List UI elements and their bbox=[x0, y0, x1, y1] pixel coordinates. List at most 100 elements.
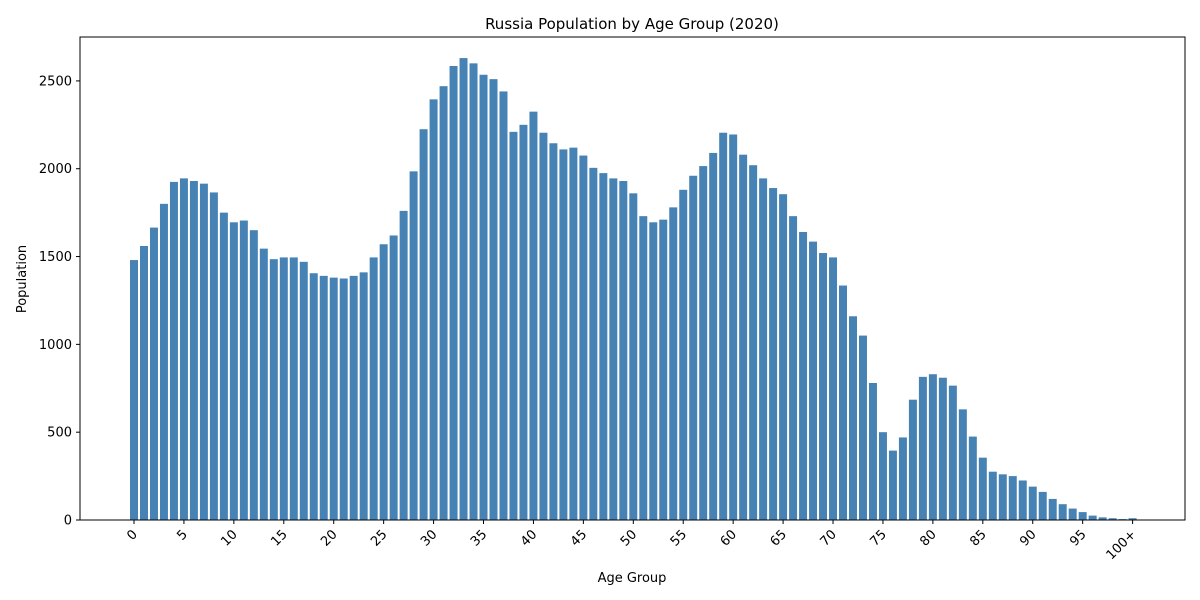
x-tick-label: 80 bbox=[917, 527, 939, 549]
y-axis-label: Population bbox=[15, 245, 30, 313]
bar-age-88 bbox=[1008, 476, 1017, 520]
bars-group bbox=[130, 58, 1137, 521]
bar-age-63 bbox=[759, 178, 768, 520]
x-tick-label: 30 bbox=[418, 527, 440, 549]
bar-age-17 bbox=[299, 261, 308, 520]
bar-age-8 bbox=[209, 192, 218, 520]
bar-age-87 bbox=[998, 474, 1007, 520]
x-tick-label: 35 bbox=[468, 527, 490, 549]
bar-age-85 bbox=[978, 457, 987, 520]
x-tick-label: 60 bbox=[718, 527, 740, 549]
bar-age-100+ bbox=[1128, 518, 1137, 520]
bar-age-76 bbox=[888, 450, 897, 520]
y-tick-label: 2500 bbox=[39, 74, 72, 89]
plot-frame bbox=[79, 36, 1186, 521]
bar-age-50 bbox=[629, 193, 638, 520]
bar-age-29 bbox=[419, 129, 428, 520]
bar-age-6 bbox=[189, 181, 198, 520]
bar-age-46 bbox=[589, 167, 598, 520]
bar-age-26 bbox=[389, 235, 398, 520]
bar-age-12 bbox=[249, 230, 258, 520]
bar-age-80 bbox=[928, 374, 937, 520]
bar-age-69 bbox=[819, 253, 828, 520]
bar-age-33 bbox=[459, 58, 468, 520]
bar-age-27 bbox=[399, 210, 408, 520]
bar-age-28 bbox=[409, 171, 418, 521]
bar-age-89 bbox=[1018, 480, 1027, 520]
bar-age-41 bbox=[539, 132, 548, 520]
bar-age-61 bbox=[739, 154, 748, 520]
bar-age-83 bbox=[958, 409, 967, 520]
bar-age-55 bbox=[679, 189, 688, 521]
bar-age-20 bbox=[329, 277, 338, 520]
bar-age-18 bbox=[309, 273, 318, 520]
x-tick-label: 10 bbox=[218, 527, 240, 549]
bar-age-4 bbox=[169, 181, 178, 520]
x-tick-label: 5 bbox=[174, 527, 190, 543]
bar-age-45 bbox=[579, 155, 588, 521]
bar-age-84 bbox=[968, 436, 977, 520]
bar-age-10 bbox=[229, 222, 238, 521]
bar-age-39 bbox=[519, 124, 528, 520]
x-tick-label: 75 bbox=[867, 527, 889, 549]
x-axis: 0 5 10 15 20 25 30 35 40 45 50 55 60 65 70 75 80 85 90 95 10… bbox=[124, 520, 1139, 563]
bar-age-75 bbox=[878, 432, 887, 520]
bar-age-13 bbox=[259, 248, 268, 520]
bar-age-64 bbox=[769, 188, 778, 521]
bar-age-96 bbox=[1088, 515, 1097, 520]
bar-age-48 bbox=[609, 178, 618, 520]
x-tick-label: 70 bbox=[818, 527, 840, 549]
bar-age-0 bbox=[130, 260, 138, 520]
bar-age-58 bbox=[709, 152, 718, 521]
bar-age-2 bbox=[149, 227, 158, 520]
y-tick-label: 1000 bbox=[39, 338, 72, 353]
bar-age-95 bbox=[1078, 512, 1087, 520]
chart-title: Russia Population by Age Group (2020) bbox=[485, 15, 779, 33]
bar-age-74 bbox=[868, 383, 877, 520]
bar-age-3 bbox=[159, 203, 168, 520]
bar-age-19 bbox=[319, 275, 328, 520]
x-tick-label: 15 bbox=[268, 527, 290, 549]
bar-age-73 bbox=[858, 335, 867, 520]
x-tick-label: 50 bbox=[618, 527, 640, 549]
bar-age-15 bbox=[279, 257, 288, 520]
bar-age-16 bbox=[289, 257, 298, 520]
x-tick-label: 40 bbox=[518, 527, 540, 549]
bar-age-34 bbox=[469, 63, 478, 520]
bar-age-36 bbox=[489, 79, 498, 521]
bar-age-68 bbox=[809, 241, 818, 520]
bar-age-70 bbox=[829, 257, 838, 520]
bar-age-92 bbox=[1048, 498, 1057, 520]
bar-age-57 bbox=[699, 166, 708, 520]
x-tick-label: 90 bbox=[1017, 527, 1039, 549]
bar-age-59 bbox=[719, 132, 728, 520]
bar-age-71 bbox=[839, 285, 847, 520]
bar-age-78 bbox=[908, 399, 917, 520]
x-tick-label: 85 bbox=[967, 527, 989, 549]
bar-age-72 bbox=[849, 316, 857, 520]
bar-age-54 bbox=[669, 207, 678, 520]
x-tick-label: 95 bbox=[1067, 527, 1089, 549]
bar-age-5 bbox=[179, 178, 188, 520]
bar-age-37 bbox=[499, 91, 508, 520]
bar-age-42 bbox=[549, 143, 558, 520]
bar-age-97 bbox=[1098, 517, 1107, 520]
x-tick-label: 45 bbox=[568, 527, 590, 549]
bar-age-9 bbox=[219, 212, 228, 520]
bar-age-14 bbox=[269, 259, 278, 520]
x-tick-label: 55 bbox=[668, 527, 690, 549]
y-tick-label: 0 bbox=[64, 514, 72, 529]
y-axis: 0 500 1000 1500 2000 2500 bbox=[39, 74, 80, 529]
bar-age-94 bbox=[1068, 508, 1077, 520]
bar-age-98 bbox=[1108, 518, 1117, 520]
bar-age-67 bbox=[799, 231, 808, 520]
bar-age-43 bbox=[559, 149, 568, 520]
bar-age-82 bbox=[948, 385, 957, 520]
bar-age-23 bbox=[359, 272, 368, 520]
bar-age-86 bbox=[988, 471, 997, 520]
bar-age-81 bbox=[938, 377, 947, 520]
bar-age-53 bbox=[659, 219, 668, 520]
bar-age-25 bbox=[379, 244, 388, 520]
bar-age-24 bbox=[369, 257, 378, 520]
